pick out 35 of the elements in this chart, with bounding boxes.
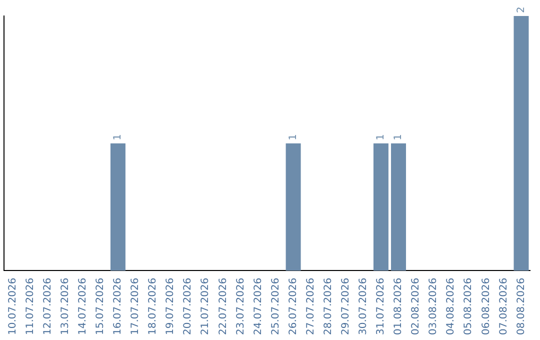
x-tick-label: 14.07.2026: [77, 278, 88, 336]
data-label: 1: [112, 134, 124, 140]
x-tick-label: 10.07.2026: [7, 278, 18, 336]
x-tick-label: 22.07.2026: [218, 278, 229, 336]
x-tick-label: 06.08.2026: [480, 278, 492, 336]
x-tick-label: 17.07.2026: [130, 278, 142, 336]
data-label: 2: [516, 6, 527, 13]
x-tick-label: 30.07.2026: [358, 278, 370, 336]
x-tick-label: 04.08.2026: [446, 278, 457, 336]
x-tick-label: 28.07.2026: [322, 278, 334, 336]
x-tick-label: 08.08.2026: [516, 278, 527, 336]
x-tick-label: 29.07.2026: [340, 278, 352, 336]
x-tick-label: 13.07.2026: [60, 278, 71, 336]
x-tick-label: 05.08.2026: [463, 278, 474, 336]
x-tick-label: 25.07.2026: [270, 278, 282, 336]
x-tick-label: 20.07.2026: [182, 278, 194, 336]
x-tick-label: 23.07.2026: [235, 278, 246, 336]
data-label: 1: [393, 134, 404, 140]
x-tick-label: 24.07.2026: [252, 278, 264, 336]
x-tick-label: 03.08.2026: [428, 278, 440, 336]
x-tick-label: 19.07.2026: [165, 278, 176, 336]
x-tick-label: 16.07.2026: [112, 278, 124, 336]
x-tick-label: 01.08.2026: [393, 278, 404, 336]
x-tick-label: 21.07.2026: [200, 278, 212, 336]
x-tick-label: 27.07.2026: [305, 278, 316, 336]
x-tick-label: 02.08.2026: [410, 278, 422, 336]
x-tick-label: 18.07.2026: [148, 278, 159, 336]
data-label: 1: [288, 134, 299, 140]
x-tick-label: 26.07.2026: [288, 278, 299, 336]
x-tick-label: 15.07.2026: [95, 278, 106, 336]
x-tick-label: 07.08.2026: [498, 278, 510, 336]
x-tick-label: 11.07.2026: [24, 278, 36, 336]
data-label: 1: [376, 134, 387, 140]
x-tick-label: 12.07.2026: [42, 278, 54, 336]
x-tick-label: 31.07.2026: [376, 278, 387, 336]
